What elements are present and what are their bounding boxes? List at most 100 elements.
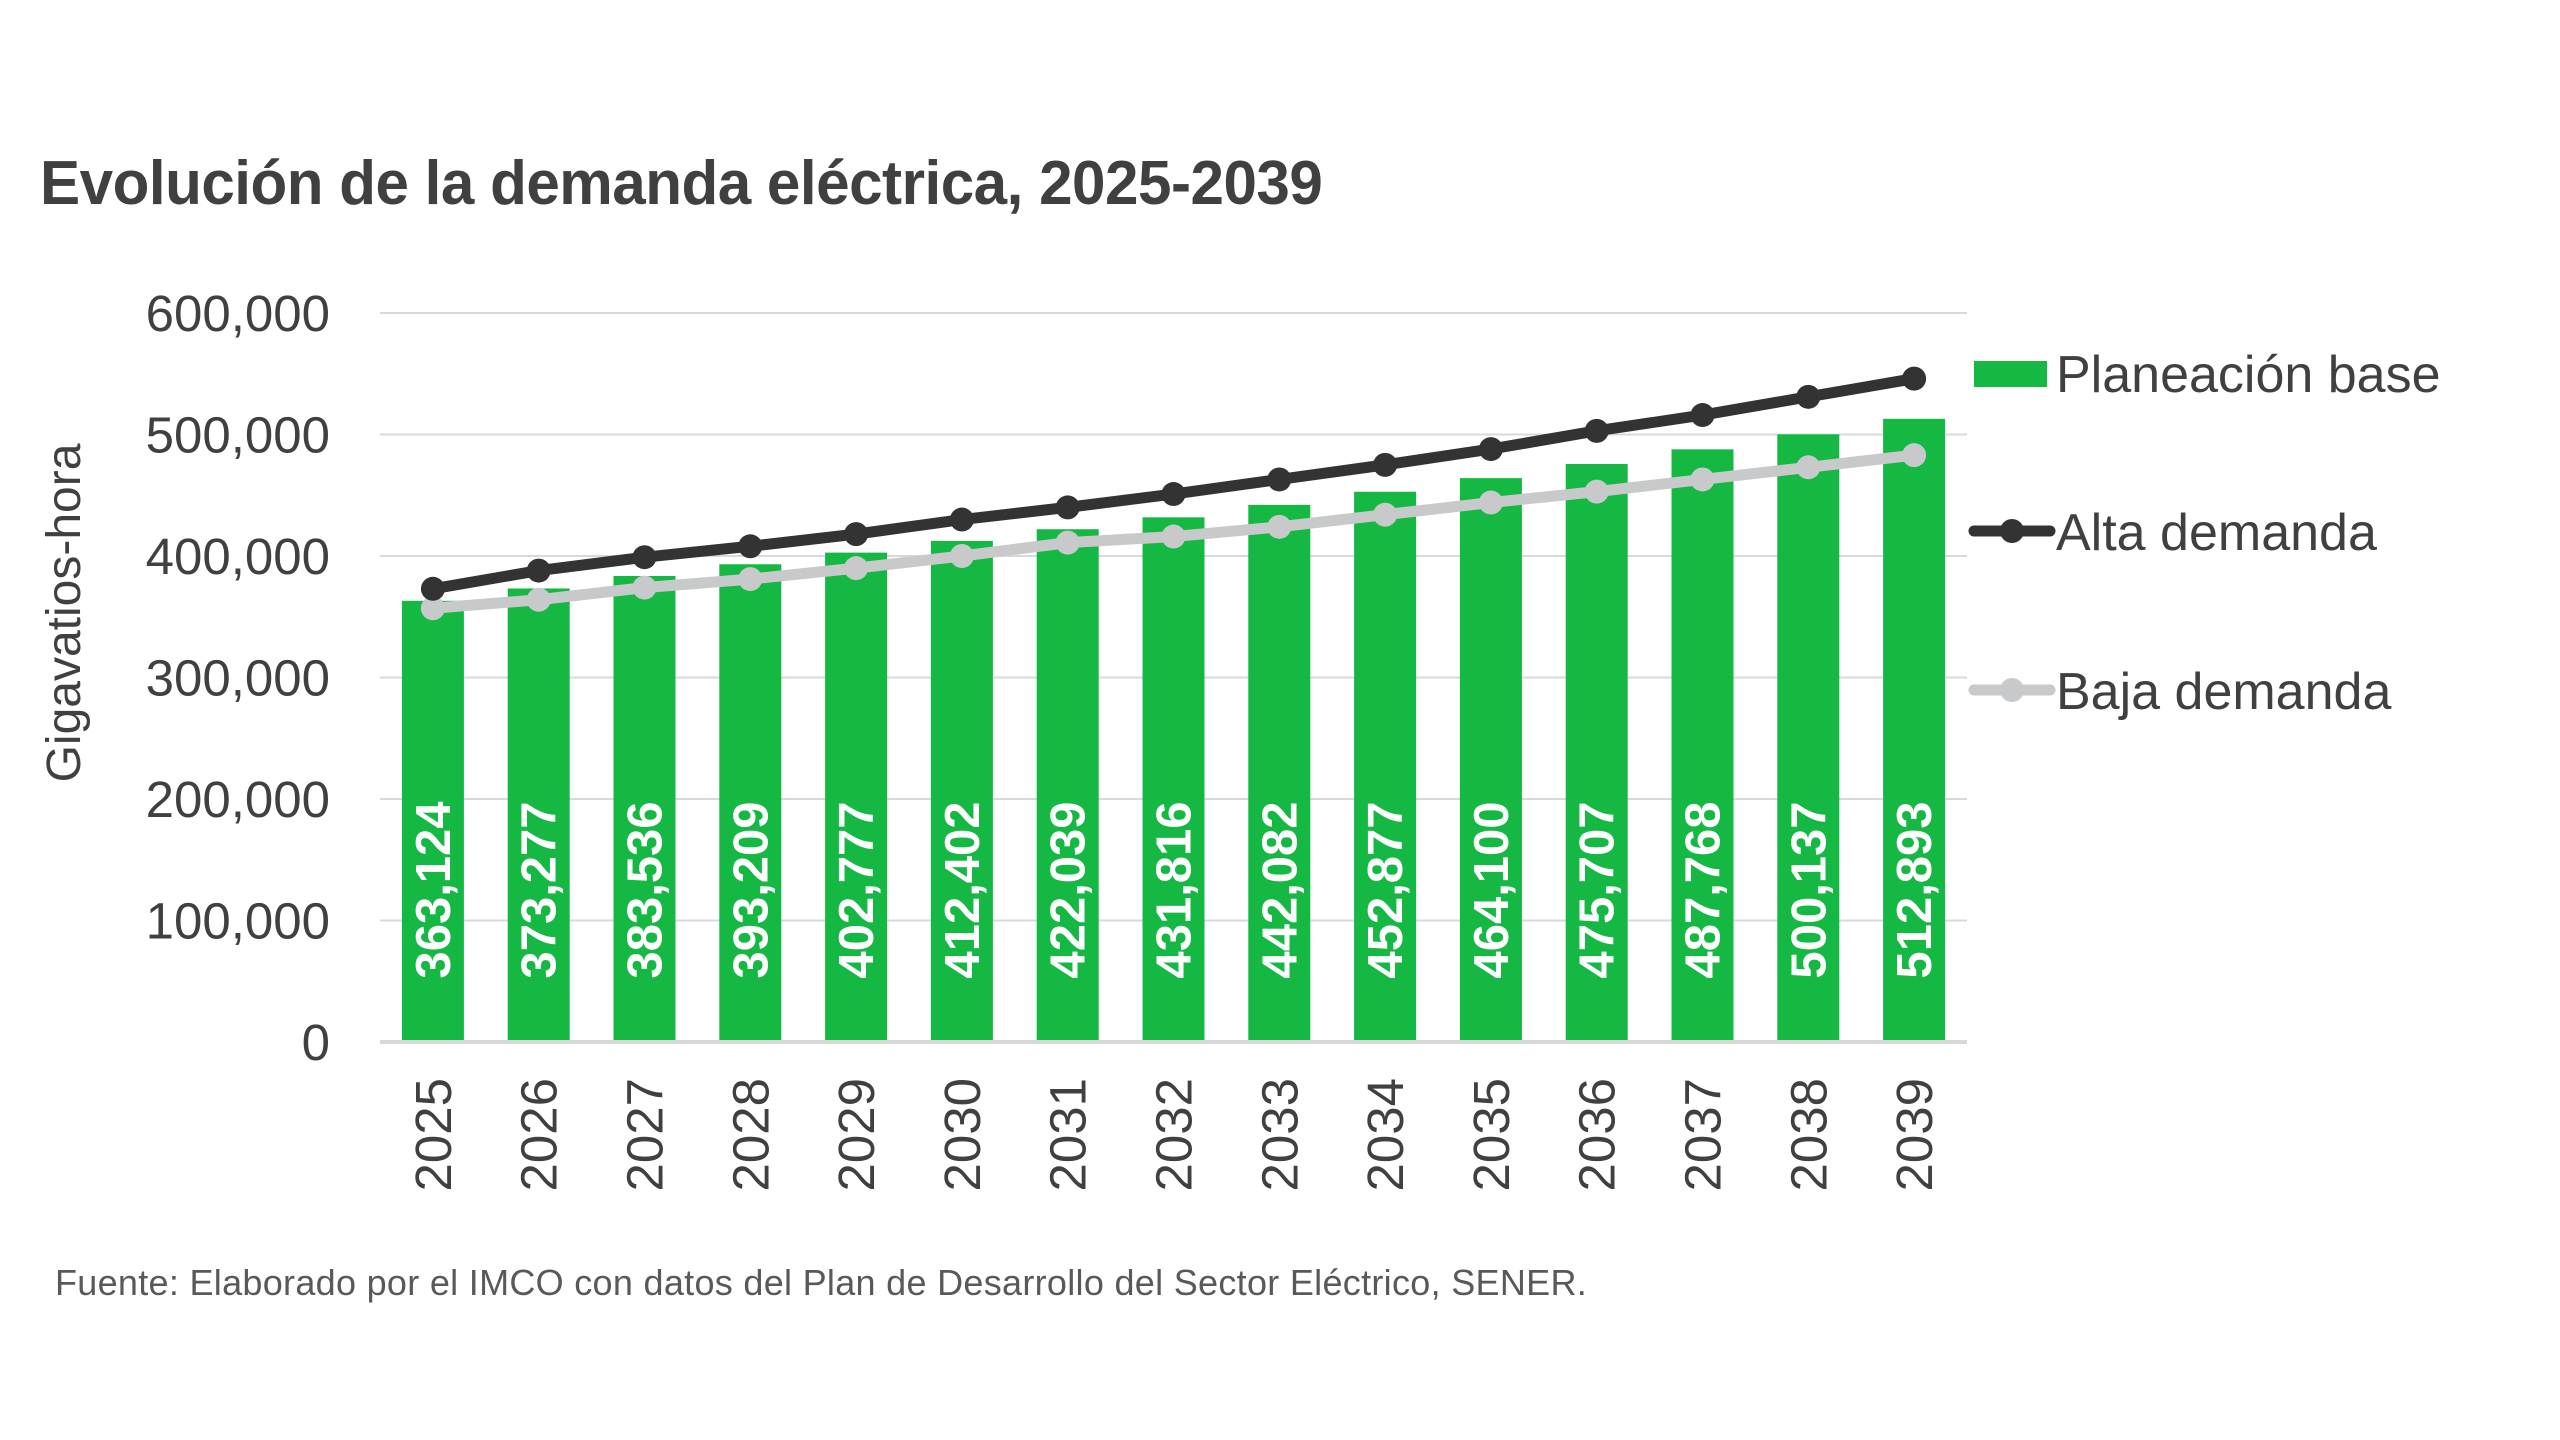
- x-tick-label: 2027: [617, 1078, 674, 1191]
- bar-data-label: 412,402: [936, 801, 990, 978]
- bar: [1248, 504, 1311, 1042]
- legend-item-alta-demanda[interactable]: Alta demanda: [1968, 504, 2377, 562]
- x-tick-label: 2028: [722, 1078, 779, 1191]
- legend-swatch-bar: [1974, 361, 2047, 387]
- line-marker: [1902, 443, 1927, 468]
- y-tick-label: 400,000: [146, 528, 330, 585]
- bar: [825, 552, 888, 1042]
- y-axis-title: Gigavatios-hora: [38, 443, 91, 782]
- bar: [507, 588, 570, 1042]
- x-tick-label: 2025: [405, 1078, 462, 1191]
- legend-label: Baja demanda: [2056, 663, 2391, 721]
- line-marker: [420, 596, 445, 621]
- y-tick-label: 500,000: [146, 407, 330, 464]
- y-tick-label: 200,000: [146, 771, 330, 828]
- source-note: Fuente: Elaborado por el IMCO con datos …: [55, 1262, 1588, 1303]
- bar: [1142, 517, 1205, 1042]
- bar-data-label: 393,209: [724, 801, 778, 978]
- x-tick-label: 2033: [1251, 1078, 1308, 1191]
- x-tick-label: 2039: [1886, 1078, 1943, 1191]
- line-marker: [1902, 366, 1927, 391]
- x-tick-label: 2030: [934, 1078, 991, 1191]
- bar-data-label: 500,137: [1782, 801, 1836, 978]
- x-tick-label: 2035: [1463, 1078, 1520, 1191]
- bar: [1565, 464, 1628, 1042]
- x-tick-label: 2038: [1780, 1078, 1837, 1191]
- line-marker: [738, 567, 763, 592]
- line-marker: [1373, 452, 1398, 477]
- bar: [1671, 449, 1734, 1042]
- bar: [930, 540, 993, 1042]
- bar: [401, 600, 464, 1042]
- line-marker: [1055, 495, 1080, 520]
- bar-data-label: 383,536: [619, 801, 673, 978]
- chart-title: Evolución de la demanda eléctrica, 2025-…: [40, 149, 1323, 218]
- line-marker: [420, 576, 445, 601]
- x-tick-label: 2032: [1146, 1078, 1203, 1191]
- bar: [1036, 529, 1099, 1042]
- line-marker: [526, 558, 551, 583]
- line-marker: [1373, 502, 1398, 527]
- bars-planeacion-base: [401, 418, 1946, 1043]
- line-marker: [1267, 514, 1292, 539]
- line-marker: [844, 556, 869, 581]
- y-tick-label: 300,000: [146, 650, 330, 707]
- line-marker: [949, 544, 974, 568]
- legend-label: Alta demanda: [2056, 504, 2377, 562]
- bar-data-label: 487,768: [1677, 801, 1731, 978]
- line-marker: [1478, 490, 1503, 515]
- line-marker: [1796, 384, 1821, 409]
- line-marker: [1690, 403, 1715, 428]
- bar: [613, 576, 676, 1042]
- line-series: [420, 366, 1927, 621]
- line-marker: [632, 575, 657, 600]
- bar: [719, 564, 782, 1042]
- x-tick-label: 2029: [828, 1078, 885, 1191]
- y-tick-label: 600,000: [146, 285, 330, 342]
- bar-data-label: 363,124: [407, 801, 461, 978]
- line-marker: [1478, 437, 1503, 462]
- bar-data-label: 431,816: [1148, 801, 1202, 978]
- legend-marker: [2000, 519, 2024, 543]
- bar-data-label: 442,082: [1253, 801, 1307, 978]
- line-marker: [1690, 467, 1715, 492]
- line-marker: [526, 587, 551, 612]
- line-marker: [949, 507, 974, 532]
- line-marker: [1584, 418, 1609, 443]
- bar-data-label: 512,893: [1888, 801, 1942, 978]
- line-marker: [844, 522, 869, 547]
- bar-data-label: 452,877: [1359, 801, 1413, 978]
- y-axis-tick-labels: 0 100,000 200,000 300,000 400,000 500,000 600,…: [146, 285, 330, 1071]
- legend-label: Planeación base: [2056, 346, 2441, 404]
- legend-item-planeacion-base[interactable]: Planeación base: [1974, 346, 2441, 404]
- line-marker: [1796, 455, 1821, 480]
- y-tick-label: 0: [302, 1014, 330, 1071]
- bar: [1883, 418, 1946, 1043]
- line-marker: [738, 534, 763, 559]
- x-tick-label: 2031: [1040, 1078, 1097, 1191]
- line-marker: [1161, 482, 1186, 507]
- bar-data-label: 422,039: [1042, 801, 1096, 978]
- bar: [1354, 491, 1417, 1042]
- x-tick-label: 2037: [1675, 1078, 1732, 1191]
- x-tick-label: 2036: [1569, 1078, 1626, 1191]
- x-axis-tick-labels: 2025 2026 2027 2028 2029 2030 2031 2032 2033 2034…: [405, 1078, 1943, 1191]
- legend-item-baja-demanda[interactable]: Baja demanda: [1968, 663, 2391, 721]
- bar-data-label: 475,707: [1571, 801, 1625, 978]
- line-marker: [1267, 467, 1292, 492]
- line-marker: [1584, 479, 1609, 504]
- bar: [1459, 478, 1522, 1042]
- x-tick-label: 2034: [1357, 1078, 1414, 1191]
- bar: [1777, 434, 1840, 1042]
- bar-data-label: 464,100: [1465, 801, 1519, 978]
- line-marker: [1055, 530, 1080, 555]
- y-tick-label: 100,000: [146, 893, 330, 950]
- legend: Planeación base Alta demanda Baja demand…: [1968, 346, 2441, 721]
- line-marker: [1161, 524, 1186, 549]
- line-marker: [632, 545, 657, 570]
- x-tick-label: 2026: [511, 1078, 568, 1191]
- bar-data-label: 402,777: [830, 801, 884, 978]
- bar-data-label: 373,277: [513, 801, 567, 978]
- bar-data-labels: 363,124 373,277 383,536 393,209 402,777 412,4…: [407, 801, 1942, 978]
